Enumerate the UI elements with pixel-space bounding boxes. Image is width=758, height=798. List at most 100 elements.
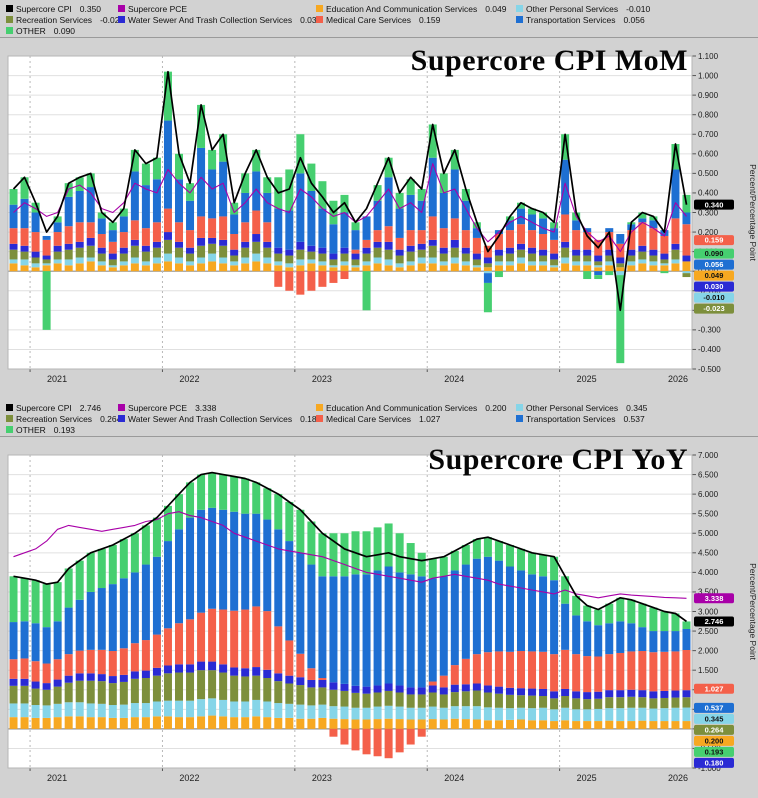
education-bar-segment [318, 265, 327, 272]
legend-item-other_personal[interactable]: Other Personal Services 0.345 [516, 403, 758, 413]
medical-swatch-icon [316, 16, 323, 23]
legend-item-water_sewer[interactable]: Water Sewer And Trash Collection Service… [118, 413, 321, 424]
mom-chart-canvas[interactable]: -0.500-0.400-0.300-0.200-0.1000.0000.100… [0, 38, 758, 399]
legend-item-supercore_cpi[interactable]: Supercore CPI 0.350 [6, 4, 118, 14]
other_personal-bar-segment [561, 707, 570, 721]
other-bar-segment [119, 539, 128, 579]
water_sewer-bar-segment [307, 679, 316, 688]
water_sewer-bar-segment [152, 241, 161, 248]
legend-item-medical[interactable]: Medical Care Services 1.027 [316, 414, 516, 424]
recreation-bar-segment [483, 263, 492, 268]
other_personal-bar-segment [163, 700, 172, 717]
other_personal-bar-segment [682, 271, 691, 274]
water_sewer-bar-segment [296, 677, 305, 686]
transportation-bar-segment [219, 161, 228, 217]
medical-bar-segment [472, 654, 481, 684]
other-bar-segment [528, 552, 537, 575]
legend-item-transportation[interactable]: Transportation Services 0.056 [516, 15, 758, 25]
other_personal-bar-segment [417, 257, 426, 264]
other_personal-bar-segment [252, 699, 261, 717]
other_personal-bar-segment [274, 261, 283, 266]
transportation-bar-segment [572, 615, 581, 655]
legend-item-other_personal[interactable]: Other Personal Services -0.010 [516, 4, 758, 14]
water_sewer-bar-segment [97, 247, 106, 254]
recreation-bar-segment [252, 241, 261, 254]
yoy-chart-canvas[interactable]: -1.000-0.5000.0000.5001.0001.5002.0002.5… [0, 437, 758, 798]
recreation-bar-segment [97, 253, 106, 262]
water_sewer-bar-segment [461, 247, 470, 254]
legend-value: 2.746 [79, 402, 102, 413]
other-bar-segment [561, 134, 570, 160]
water_sewer-bar-segment [285, 675, 294, 684]
other_personal-swatch-icon [516, 404, 523, 411]
transportation-bar-segment [439, 192, 448, 229]
education-bar-segment [494, 265, 503, 272]
y-tick-label: 1.000 [698, 71, 719, 80]
legend-item-recreation[interactable]: Recreation Services 0.264 [6, 414, 121, 424]
other-bar-segment [20, 578, 29, 622]
other-bar-segment [75, 177, 84, 191]
legend-item-medical[interactable]: Medical Care Services 0.159 [316, 15, 516, 25]
other_personal-bar-segment [186, 261, 195, 266]
other-bar-segment [417, 552, 426, 577]
yoy-chart-area[interactable]: -1.000-0.5000.0000.5001.0001.5002.0002.5… [0, 437, 758, 798]
last-value-badge [694, 270, 734, 281]
transportation-bar-segment [384, 177, 393, 227]
mom-chart-area[interactable]: -0.500-0.400-0.300-0.200-0.1000.0000.100… [0, 38, 758, 399]
transportation-bar-segment [539, 218, 548, 235]
other_personal-bar-segment [373, 706, 382, 720]
badge-value: 0.159 [705, 236, 724, 245]
legend-item-education[interactable]: Education And Communication Services 0.20… [316, 403, 516, 413]
legend-item-recreation[interactable]: Recreation Services -0.023 [6, 15, 124, 25]
recreation-bar-segment [274, 253, 283, 262]
education-bar-segment [461, 265, 470, 272]
legend-item-other[interactable]: OTHER 0.193 [6, 425, 118, 435]
medical-bar-segment [9, 228, 18, 244]
transportation-bar-segment [152, 556, 161, 635]
legend-label: Other Personal Services [526, 3, 619, 14]
recreation-bar-segment [152, 675, 161, 702]
education-bar-segment [75, 263, 84, 272]
transportation-bar-segment [539, 576, 548, 652]
medical-bar-segment [20, 658, 29, 679]
transportation-bar-segment [141, 185, 150, 229]
other-bar-segment [163, 505, 172, 542]
transportation-bar-segment [406, 574, 415, 688]
medical-bar-segment [307, 668, 316, 680]
legend-item-supercore_pce[interactable]: Supercore PCE 3.338 [118, 403, 316, 413]
badge-value: 1.027 [705, 684, 724, 693]
legend-item-supercore_cpi[interactable]: Supercore CPI 2.746 [6, 403, 118, 413]
badge-value: 0.340 [705, 200, 724, 209]
legend-item-supercore_pce[interactable]: Supercore PCE [118, 4, 316, 14]
legend-item-water_sewer[interactable]: Water Sewer And Trash Collection Service… [118, 15, 321, 25]
last-value-badge [694, 735, 734, 746]
other-bar-segment [296, 509, 305, 553]
other-bar-segment [197, 104, 206, 148]
legend-item-other[interactable]: OTHER 0.090 [6, 26, 118, 36]
recreation-bar-segment [638, 251, 647, 260]
medical-bar-segment [175, 222, 183, 242]
medical-bar-segment [417, 728, 426, 737]
education-bar-segment [208, 261, 217, 272]
other_personal-bar-segment [362, 261, 371, 266]
legend-item-education[interactable]: Education And Communication Services 0.04… [316, 4, 516, 14]
water_sewer-bar-segment [241, 241, 250, 248]
y-tick-label: 1.100 [698, 52, 719, 61]
badge-value: 0.030 [705, 282, 724, 291]
other-bar-segment [638, 603, 647, 628]
water_sewer-bar-segment [517, 243, 525, 250]
other_personal-bar-segment [660, 708, 669, 722]
recreation-bar-segment [152, 247, 161, 258]
education-bar-segment [42, 265, 51, 272]
other-bar-segment [649, 607, 658, 632]
recreation-bar-segment [20, 251, 29, 260]
legend-label: Water Sewer And Trash Collection Service… [128, 413, 293, 424]
y-tick-label: 0.500 [698, 169, 719, 178]
transportation-bar-segment [329, 576, 338, 683]
y-tick-label: 3.500 [698, 588, 719, 597]
last-value-badge [694, 724, 734, 735]
medical-bar-segment [362, 728, 371, 755]
water_sewer-bar-segment [219, 664, 228, 673]
legend-item-transportation[interactable]: Transportation Services 0.537 [516, 414, 758, 424]
water_sewer-bar-segment [439, 247, 448, 254]
